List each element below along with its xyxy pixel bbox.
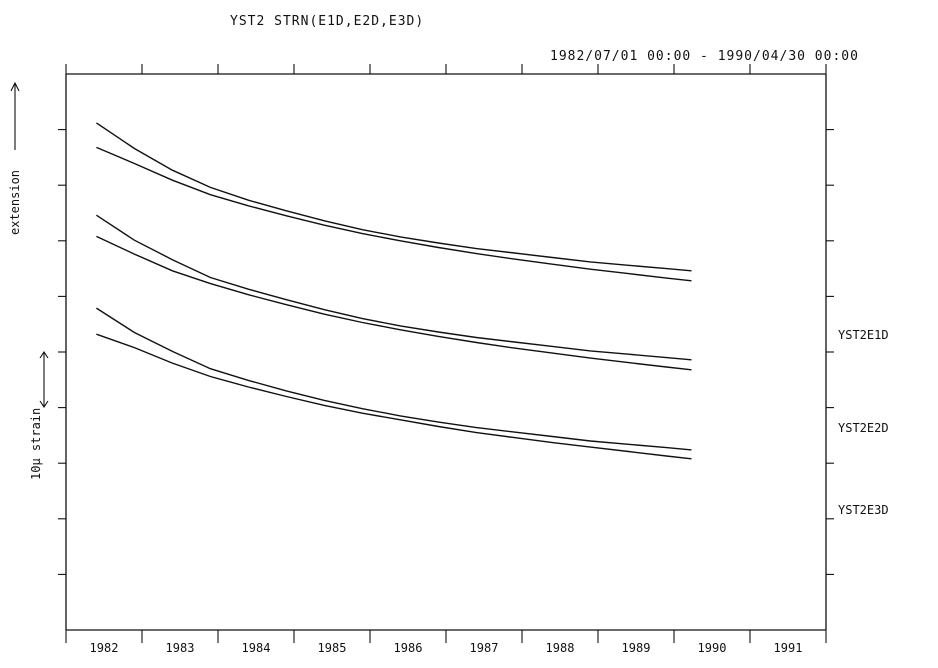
x-tick-label: 1987 — [470, 641, 499, 655]
x-tick-labels: 1982 1983 1984 1985 1986 1987 1988 1989 1990 1991 — [90, 641, 803, 655]
series-line-lower — [96, 235, 692, 371]
series-label: YST2E1D — [838, 328, 889, 342]
x-tick-label: 1990 — [698, 641, 727, 655]
series-labels: YST2E1D YST2E2D YST2E3D — [838, 328, 889, 517]
x-tick-label: 1983 — [166, 641, 195, 655]
series-line-upper — [96, 307, 692, 451]
scale-bar — [39, 351, 49, 408]
x-tick-label: 1985 — [318, 641, 347, 655]
series-line-upper — [96, 214, 692, 361]
x-tick-label: 1989 — [622, 641, 651, 655]
x-tick-label: 1982 — [90, 641, 119, 655]
scale-label: 10µ strain — [29, 408, 43, 480]
y-axis-label: extension — [8, 170, 22, 235]
series-label: YST2E2D — [838, 421, 889, 435]
plot-frame — [65, 73, 827, 631]
series-line-lower — [96, 146, 692, 282]
chart-title: YST2 STRN(E1D,E2D,E3D) — [230, 14, 424, 29]
tick-marks — [58, 64, 834, 643]
date-range: 1982/07/01 00:00 - 1990/04/30 00:00 — [550, 49, 859, 64]
x-tick-label: 1988 — [546, 641, 575, 655]
x-tick-label: 1991 — [774, 641, 803, 655]
series-line-upper — [96, 122, 692, 272]
x-tick-label: 1986 — [394, 641, 423, 655]
y-arrow — [10, 81, 20, 150]
series-line-lower — [96, 333, 692, 460]
series-lines — [96, 122, 692, 460]
series-label: YST2E3D — [838, 503, 889, 517]
x-tick-label: 1984 — [242, 641, 271, 655]
